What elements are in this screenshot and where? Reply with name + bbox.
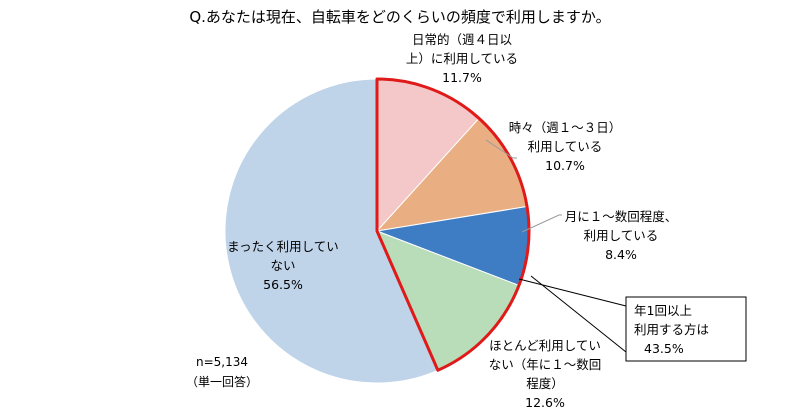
callout-text: 年1回以上利用する方は 43.5% xyxy=(634,303,709,356)
leader-line xyxy=(485,139,517,159)
slice-label: 月に１～数回程度、利用している 8.4% xyxy=(565,209,678,262)
callout-box xyxy=(625,296,747,362)
slice-label: まったく利用していない 56.5% xyxy=(227,239,339,292)
highlight-callout: 年1回以上利用する方は 43.5% xyxy=(518,275,747,362)
leader-lines xyxy=(485,139,562,233)
callout-line xyxy=(530,275,627,353)
slice-labels: 日常的（週４日以上）に利用している 11.7% 時々（週１～３日）利用している 10.… xyxy=(227,32,677,410)
pie-slices xyxy=(224,78,530,384)
chart-title: Q.あなたは現在、自転車をどのくらいの頻度で利用しますか。 xyxy=(189,8,610,26)
highlight-outline xyxy=(375,77,531,372)
sample-size: n=5,134 xyxy=(196,355,248,369)
slice-label: 時々（週１～３日）利用している 10.7% xyxy=(509,120,622,173)
callout-line xyxy=(518,278,627,307)
pie-slice xyxy=(224,78,439,384)
answer-type: （単一回答） xyxy=(186,374,258,389)
slice-label: ほとんど利用していない（年に１～数回程度） 12.6% xyxy=(489,338,602,410)
leader-line xyxy=(521,214,562,233)
slice-label: 日常的（週４日以上）に利用している 11.7% xyxy=(406,32,518,85)
